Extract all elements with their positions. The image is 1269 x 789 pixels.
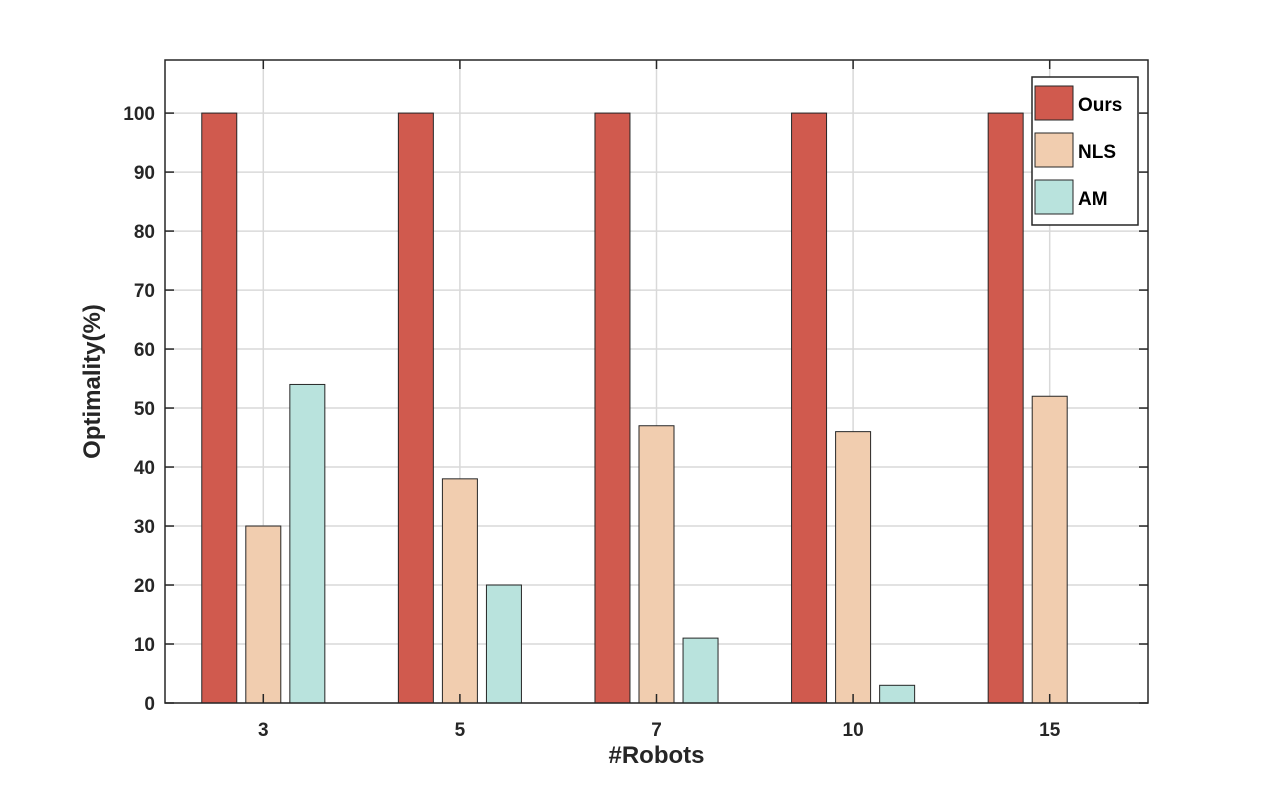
bar-am-5: [485, 584, 522, 704]
bar-nls-5: [441, 478, 478, 704]
y-tick-label: 90: [134, 163, 155, 184]
bar-am-10: [879, 684, 916, 704]
x-tick-label: 5: [455, 720, 466, 741]
y-tick-label: 70: [134, 281, 155, 302]
y-tick-label: 40: [134, 458, 155, 479]
x-tick-label: 10: [843, 720, 864, 741]
x-tick-label: 7: [651, 720, 662, 741]
bar-ours-10: [791, 112, 828, 704]
bar-am-3: [289, 383, 326, 704]
y-tick-label: 0: [144, 694, 155, 715]
legend-label-nls: NLS: [1078, 142, 1116, 163]
tick-labels: 0 10 20 30 40 50 60 70 80 90 100 3 5 7 10 15: [123, 104, 1060, 741]
bar-nls-10: [835, 431, 872, 704]
y-tick-label: 50: [134, 399, 155, 420]
y-tick-label: 30: [134, 517, 155, 538]
y-axis-title: Optimality(%): [79, 304, 106, 459]
bar-ours-5: [397, 112, 434, 704]
bar-nls-3: [245, 525, 282, 704]
legend-label-ours: Ours: [1078, 95, 1122, 116]
y-tick-label: 60: [134, 340, 155, 361]
legend-swatch-nls: [1034, 132, 1074, 168]
legend-swatch-am: [1034, 179, 1074, 215]
x-axis-title: #Robots: [609, 742, 705, 769]
bar-nls-15: [1031, 395, 1068, 704]
legend: Ours NLS AM: [1031, 76, 1139, 226]
legend-swatch-ours: [1034, 85, 1074, 121]
y-tick-label: 10: [134, 635, 155, 656]
axis-ticks: [165, 60, 1148, 704]
bar-ours-3: [201, 112, 238, 704]
bars: [201, 112, 1068, 704]
x-tick-label: 15: [1039, 720, 1061, 741]
x-tick-label: 3: [258, 720, 269, 741]
y-tick-label: 80: [134, 222, 155, 243]
bar-nls-7: [638, 425, 675, 704]
bar-ours-7: [594, 112, 631, 704]
bar-am-7: [682, 637, 719, 704]
bar-ours-15: [987, 112, 1024, 704]
legend-label-am: AM: [1078, 189, 1108, 210]
y-tick-label: 20: [134, 576, 155, 597]
y-tick-label: 100: [123, 104, 155, 125]
